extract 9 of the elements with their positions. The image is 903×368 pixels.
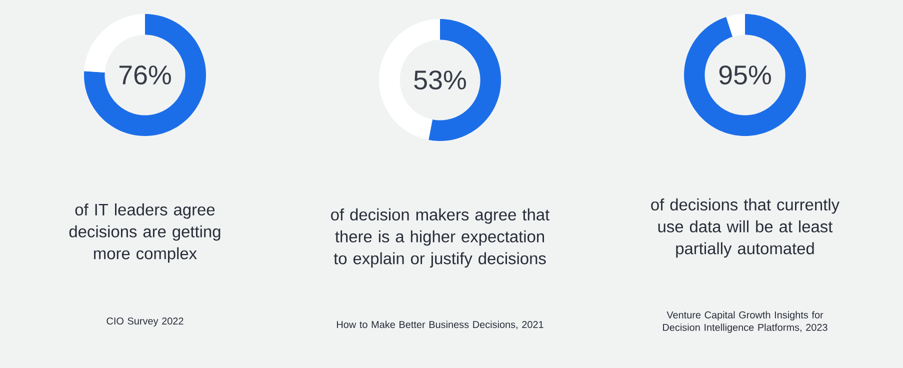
data-label: 76% <box>119 65 171 85</box>
text: of decisions that currently use data will be at least partially automated <box>651 198 840 258</box>
data-label: 53% <box>414 70 466 90</box>
text: of IT leaders agree decisions are getting more complex <box>69 203 220 263</box>
text: Venture Capital Growth Insights for Decision Intelligence Platforms, 2023 <box>663 311 828 333</box>
text: CIO Survey 2022 <box>106 317 184 327</box>
data-label: 95% <box>719 65 771 85</box>
text: of decision makers agree that there is a higher expectation to explain or justify decisions <box>331 208 550 268</box>
text: How to Make Better Business Decisions, 2021 <box>336 320 544 330</box>
